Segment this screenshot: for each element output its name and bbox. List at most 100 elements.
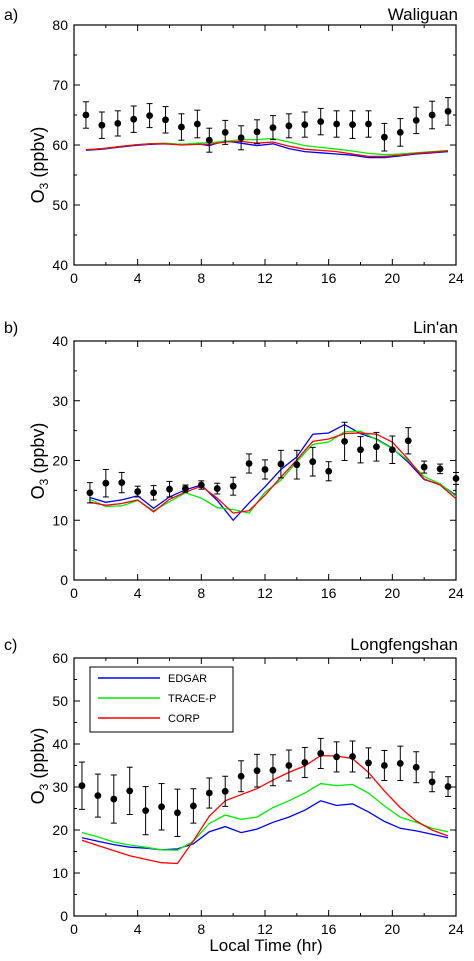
series-line-corp (85, 140, 449, 158)
y-axis-label-b: O3 (ppbv) (28, 423, 51, 500)
observation-point (301, 759, 309, 766)
observation-point (82, 111, 90, 119)
observation-point (237, 134, 245, 142)
panel-label-c: c) (4, 637, 17, 654)
y-tick-label: 10 (52, 512, 68, 528)
observation-point (357, 446, 364, 454)
x-tick-label: 16 (321, 270, 337, 286)
x-tick-label: 4 (134, 921, 142, 937)
x-tick-label: 16 (321, 585, 337, 601)
legend: EDGAR TRACE-P CORP (89, 666, 234, 733)
observation-point (253, 767, 261, 775)
x-tick-label: 24 (448, 921, 464, 937)
observation-point (193, 120, 201, 128)
observation-point (396, 129, 404, 136)
y-tick-label: 10 (52, 865, 68, 881)
observation-point (380, 762, 388, 769)
x-axis-label: Local Time (hr) (209, 936, 322, 955)
observation-point (325, 467, 333, 475)
observation-point (301, 121, 309, 128)
observation-point (130, 115, 138, 123)
observation-point (229, 482, 237, 490)
panel-a-waliguan: a) Waliguan O3 (ppbv) 0 4 8 12 16 20 24 40 50 60 7… (4, 5, 464, 286)
panel-b-linan: b) Lin'an O3 (ppbv) 0 4 8 12 16 20 24 0 10 20 30 40 (4, 318, 464, 601)
observation-point (365, 759, 372, 767)
observation-point (285, 122, 293, 130)
observation-point (373, 443, 380, 451)
observation-point (404, 437, 412, 445)
observation-point (428, 778, 436, 786)
x-tick-label: 12 (257, 585, 273, 601)
series-line-corp (81, 754, 449, 865)
observation-point (261, 466, 269, 473)
x-tick-label: 20 (385, 270, 401, 286)
y-axis-label-a: O3 (ppbv) (28, 127, 51, 204)
legend-label-corp: CORP (168, 713, 200, 725)
observation-point (114, 120, 122, 127)
observation-point (98, 121, 106, 129)
y-tick-label: 70 (52, 77, 68, 93)
x-tick-label: 12 (257, 270, 273, 286)
observation-point (110, 795, 118, 803)
y-tick-label: 20 (52, 822, 68, 838)
observation-point (420, 463, 428, 471)
series-line-trace-p (81, 782, 449, 851)
panel-title-waliguan: Waliguan (388, 5, 458, 24)
observation-point (78, 782, 86, 790)
y-axis-label-c: O3 (ppbv) (28, 728, 51, 805)
observation-point (86, 489, 94, 497)
observation-point (436, 465, 444, 473)
observation-point (162, 116, 169, 124)
observation-point (333, 120, 341, 128)
observation-point (269, 124, 277, 131)
observation-point (221, 129, 229, 136)
observation-point (245, 460, 253, 467)
panel-c-longfengshan: c) Longfengshan O3 (ppbv) 0 4 8 12 16 20 24 0 10… (4, 635, 464, 937)
x-tick-label: 20 (385, 921, 401, 937)
x-tick-label: 20 (385, 585, 401, 601)
y-tick-label: 40 (52, 333, 68, 349)
x-tick-label: 24 (448, 270, 464, 286)
x-tick-label: 8 (197, 270, 205, 286)
observation-point (341, 437, 348, 445)
observation-point (142, 807, 150, 815)
x-tick-label: 12 (257, 921, 273, 937)
y-tick-label: 20 (52, 453, 68, 469)
observation-point (285, 762, 293, 769)
panel-title-linan: Lin'an (413, 318, 458, 337)
x-tick-label: 8 (197, 585, 205, 601)
observation-point (174, 809, 181, 817)
observation-point (277, 460, 285, 468)
observation-point (293, 461, 301, 469)
observation-point (94, 792, 102, 799)
observation-point (221, 787, 229, 795)
observation-point (150, 489, 157, 497)
observation-point (349, 753, 356, 760)
observation-point (205, 136, 213, 144)
observation-point (428, 111, 436, 119)
y-tick-label: 30 (52, 393, 68, 409)
observation-point (213, 485, 221, 492)
y-tick-label: 60 (52, 650, 68, 666)
observation-point (412, 763, 420, 771)
observation-point (396, 759, 404, 767)
series-line-trace-p (85, 137, 449, 156)
series-line-edgar (81, 800, 449, 851)
observation-point (349, 121, 356, 128)
y-tick-label: 40 (52, 257, 68, 273)
observation-point (118, 479, 126, 487)
observation-point (269, 766, 277, 774)
x-tick-label: 0 (70, 585, 78, 601)
observation-point (178, 123, 185, 131)
x-tick-label: 0 (70, 270, 78, 286)
observation-point (309, 458, 317, 466)
observation-point (452, 475, 460, 482)
observation-point (444, 108, 452, 115)
observation-point (126, 787, 134, 795)
observation-point (166, 485, 173, 493)
observation-point (205, 789, 213, 797)
observation-point (197, 481, 205, 489)
y-tick-label: 0 (60, 908, 68, 924)
panel-title-longfengshan: Longfengshan (350, 635, 458, 654)
